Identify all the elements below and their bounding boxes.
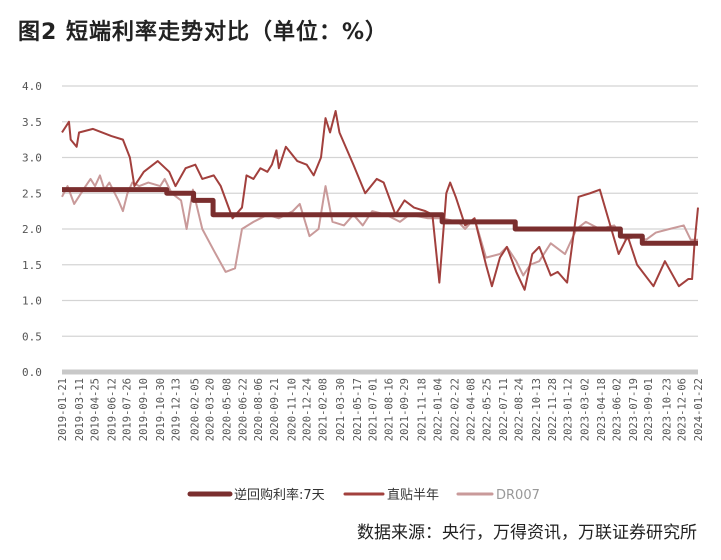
- x-tick-label: 2021-09-29: [399, 378, 411, 441]
- x-tick-label: 2021-11-18: [416, 378, 428, 441]
- legend-label: 直贴半年: [387, 488, 439, 503]
- x-tick-label: 2021-08-16: [384, 378, 396, 441]
- x-tick-label: 2024-01-22: [693, 378, 705, 441]
- x-tick-label: 2019-06-12: [106, 378, 118, 441]
- x-tick-label: 2020-02-05: [189, 378, 201, 441]
- x-tick-label: 2021-03-30: [335, 378, 347, 441]
- x-tick-label: 2022-02-22: [450, 378, 462, 441]
- legend-label: 逆回购利率:7天: [234, 487, 325, 503]
- x-tick-label: 2023-10-23: [661, 378, 673, 441]
- x-tick-label: 2022-04-08: [465, 378, 477, 441]
- x-tick-label: 2023-03-02: [580, 378, 592, 441]
- x-tick-label: 2020-12-24: [302, 378, 314, 441]
- y-tick-label: 2.0: [22, 223, 42, 236]
- x-tick-label: 2022-10-13: [531, 378, 543, 441]
- y-tick-label: 3.5: [22, 116, 42, 129]
- x-tick-label: 2020-11-10: [286, 378, 298, 441]
- series-line: [61, 110, 699, 291]
- x-tick-label: 2020-03-20: [205, 378, 217, 441]
- y-tick-label: 1.5: [22, 259, 42, 272]
- x-tick-label: 2022-05-25: [482, 378, 494, 441]
- x-tick-label: 2020-09-21: [269, 378, 281, 441]
- x-tick-label: 2022-11-28: [547, 378, 559, 441]
- x-tick-label: 2022-08-24: [513, 378, 525, 441]
- x-tick-label: 2023-04-18: [596, 378, 608, 441]
- x-tick-label: 2019-01-21: [57, 378, 69, 441]
- x-tick-label: 2022-07-11: [498, 378, 510, 441]
- x-tick-label: 2019-04-25: [90, 378, 102, 441]
- y-tick-label: 3.0: [22, 152, 42, 165]
- x-tick-label: 2019-09-10: [138, 378, 150, 441]
- x-tick-label: 2019-03-11: [74, 378, 86, 441]
- legend-label: DR007: [496, 488, 540, 503]
- y-tick-label: 0.5: [22, 330, 42, 343]
- x-tick-label: 2023-07-19: [628, 378, 640, 441]
- x-tick-label: 2022-01-04: [433, 378, 445, 441]
- x-tick-label: 2023-01-12: [562, 378, 574, 441]
- x-tick-label: 2023-12-06: [677, 378, 689, 441]
- y-tick-label: 0.0: [22, 366, 42, 379]
- y-tick-label: 2.5: [22, 187, 42, 200]
- x-tick-label: 2019-07-26: [122, 378, 134, 441]
- x-tick-label: 2020-06-22: [237, 378, 249, 441]
- x-tick-label: 2020-08-06: [253, 378, 265, 441]
- y-tick-label: 1.0: [22, 295, 42, 308]
- series-line: [62, 187, 698, 246]
- x-tick-label: 2023-09-01: [643, 378, 655, 441]
- chart-title: 图2 短端利率走势对比（单位：%）: [18, 20, 389, 45]
- x-tick-label: 2023-06-02: [612, 378, 624, 441]
- source-note: 数据来源：央行，万得资讯，万联证券研究所: [357, 523, 697, 543]
- y-tick-label: 4.0: [22, 80, 42, 93]
- x-tick-label: 2021-07-01: [368, 378, 380, 441]
- x-tick-label: 2021-02-08: [318, 378, 330, 441]
- x-tick-label: 2019-10-30: [155, 378, 167, 441]
- x-tick-label: 2020-05-08: [222, 378, 234, 441]
- x-tick-label: 2021-05-17: [352, 378, 364, 441]
- x-tick-label: 2019-12-13: [170, 378, 182, 441]
